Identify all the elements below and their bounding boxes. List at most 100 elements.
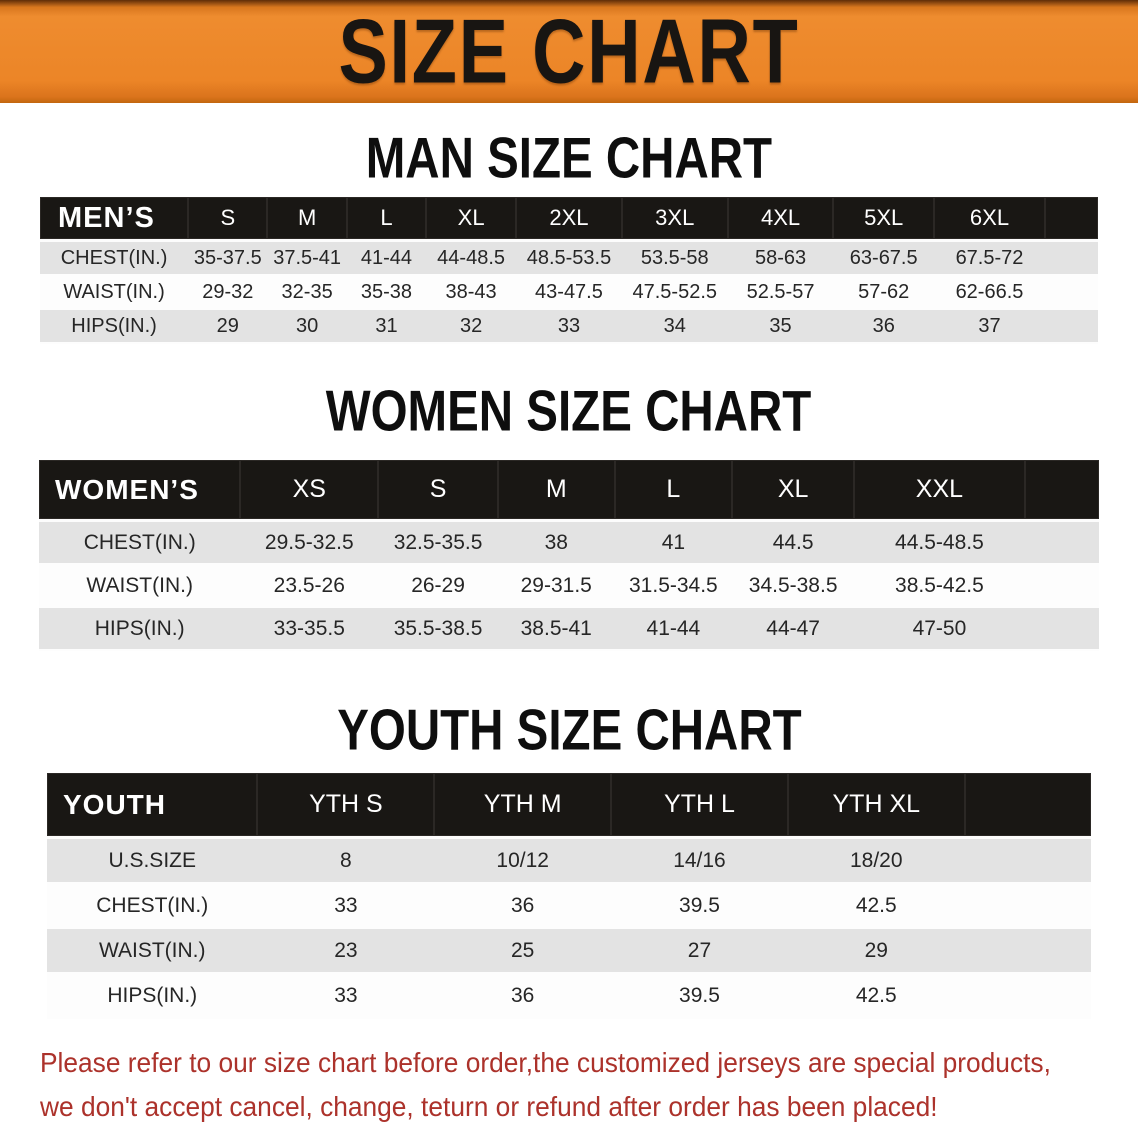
row-label: WAIST(IN.) [47,929,258,974]
size-column-header: XXL [854,460,1025,522]
size-value-cell: 58-63 [727,242,834,276]
size-value-cell: 37 [933,310,1046,344]
size-column-header: 3XL [621,197,728,242]
header-filler-cell [964,773,1091,839]
table-row: HIPS(IN.) 33-35.5 35.5-38.5 38.5-41 41-44 44-… [39,608,1099,651]
man-section-heading-text: MAN SIZE CHART [365,125,773,191]
size-column-header: 5XL [833,197,934,242]
row-label: U.S.SIZE [47,839,258,884]
size-value-cell: 31 [346,310,427,344]
header-filler-cell [1024,460,1099,522]
size-value-cell: 38 [497,522,615,565]
table-header-row: YOUTH YTH S YTH M YTH L YTH XL [47,773,1091,839]
row-filler-cell [1045,310,1098,344]
size-value-cell: 39.5 [611,974,788,1019]
women-section-heading-text: WOMEN SIZE CHART [326,378,812,444]
table-row: CHEST(IN.) 33 36 39.5 42.5 [47,884,1091,929]
women-size-table-wrap: WOMEN’S XS S M L XL XXL CHEST(IN.) 29.5-32.5 32.5… [39,460,1099,651]
size-value-cell: 67.5-72 [933,242,1046,276]
table-row: U.S.SIZE 8 10/12 14/16 18/20 [47,839,1091,884]
table-title-cell: WOMEN’S [39,460,241,522]
size-value-cell: 41-44 [346,242,427,276]
size-column-header: YTH XL [787,773,965,839]
size-value-cell: 33 [257,884,435,929]
table-title-cell: MEN’S [40,197,189,242]
table-header-row: MEN’S S M L XL 2XL 3XL 4XL 5XL 6XL [40,197,1098,242]
size-value-cell: 41-44 [614,608,733,651]
size-value-cell: 36 [434,974,612,1019]
size-value-cell: 32.5-35.5 [378,522,498,565]
row-label: WAIST(IN.) [40,276,189,310]
size-column-header: 4XL [727,197,834,242]
size-value-cell: 38.5-41 [497,608,615,651]
size-column-header: L [346,197,427,242]
table-row: CHEST(IN.) 35-37.5 37.5-41 41-44 44-48.5 48.5… [40,242,1098,276]
disclaimer-line-2: we don't accept cancel, change, teturn o… [40,1091,938,1122]
size-value-cell: 36 [833,310,934,344]
size-value-cell: 30 [267,310,347,344]
man-section-heading: MAN SIZE CHART [0,126,1138,190]
size-chart-banner: SIZE CHART [0,0,1138,103]
size-column-header: XS [240,460,379,522]
size-column-header: XL [732,460,855,522]
size-value-cell: 39.5 [611,884,788,929]
size-value-cell: 41 [614,522,733,565]
size-column-header: M [497,460,615,522]
size-value-cell: 33 [257,974,435,1019]
row-filler-cell [964,839,1091,884]
size-column-header: YTH L [611,773,788,839]
header-filler-cell [1045,197,1098,242]
size-value-cell: 44.5 [732,522,855,565]
youth-size-table-wrap: YOUTH YTH S YTH M YTH L YTH XL U.S.SIZE 8 10/12… [47,773,1091,1019]
row-label: CHEST(IN.) [39,522,241,565]
disclaimer: Please refer to our size chart before or… [40,1041,1138,1129]
row-label: HIPS(IN.) [47,974,258,1019]
size-value-cell: 29 [787,929,965,974]
size-value-cell: 38.5-42.5 [854,565,1025,608]
women-size-table: WOMEN’S XS S M L XL XXL CHEST(IN.) 29.5-32.5 32.5… [39,460,1099,651]
youth-size-table: YOUTH YTH S YTH M YTH L YTH XL U.S.SIZE 8 10/12… [47,773,1091,1019]
row-filler-cell [1045,242,1098,276]
table-header-row: WOMEN’S XS S M L XL XXL [39,460,1099,522]
size-value-cell: 37.5-41 [267,242,347,276]
size-value-cell: 35.5-38.5 [378,608,498,651]
size-value-cell: 29.5-32.5 [240,522,379,565]
size-value-cell: 35-38 [346,276,427,310]
size-value-cell: 26-29 [378,565,498,608]
banner-title: SIZE CHART [338,0,800,102]
table-row: WAIST(IN.) 23.5-26 26-29 29-31.5 31.5-34.5 34… [39,565,1099,608]
size-value-cell: 25 [434,929,612,974]
size-value-cell: 52.5-57 [727,276,834,310]
size-column-header: XL [426,197,517,242]
size-column-header: M [267,197,347,242]
size-value-cell: 53.5-58 [621,242,728,276]
size-value-cell: 36 [434,884,612,929]
row-filler-cell [1024,522,1099,565]
row-label: WAIST(IN.) [39,565,241,608]
size-value-cell: 29-32 [188,276,268,310]
row-label: CHEST(IN.) [40,242,189,276]
size-value-cell: 29-31.5 [497,565,615,608]
size-value-cell: 10/12 [434,839,612,884]
size-value-cell: 35-37.5 [188,242,268,276]
size-value-cell: 34 [621,310,728,344]
table-row: WAIST(IN.) 23 25 27 29 [47,929,1091,974]
size-column-header: 2XL [516,197,622,242]
size-value-cell: 32 [426,310,517,344]
size-value-cell: 48.5-53.5 [516,242,622,276]
size-value-cell: 27 [611,929,788,974]
size-value-cell: 8 [257,839,435,884]
row-filler-cell [1045,276,1098,310]
men-size-table-wrap: MEN’S S M L XL 2XL 3XL 4XL 5XL 6XL CHEST(IN.) 35-37… [40,197,1098,344]
size-value-cell: 44-48.5 [426,242,517,276]
size-value-cell: 47-50 [854,608,1025,651]
row-filler-cell [1024,608,1099,651]
size-column-header: YTH S [257,773,435,839]
row-filler-cell [964,884,1091,929]
size-value-cell: 47.5-52.5 [621,276,728,310]
disclaimer-line-1: Please refer to our size chart before or… [40,1047,1051,1078]
size-value-cell: 35 [727,310,834,344]
size-value-cell: 33-35.5 [240,608,379,651]
size-value-cell: 42.5 [787,974,965,1019]
youth-section-heading-text: YOUTH SIZE CHART [336,697,802,763]
